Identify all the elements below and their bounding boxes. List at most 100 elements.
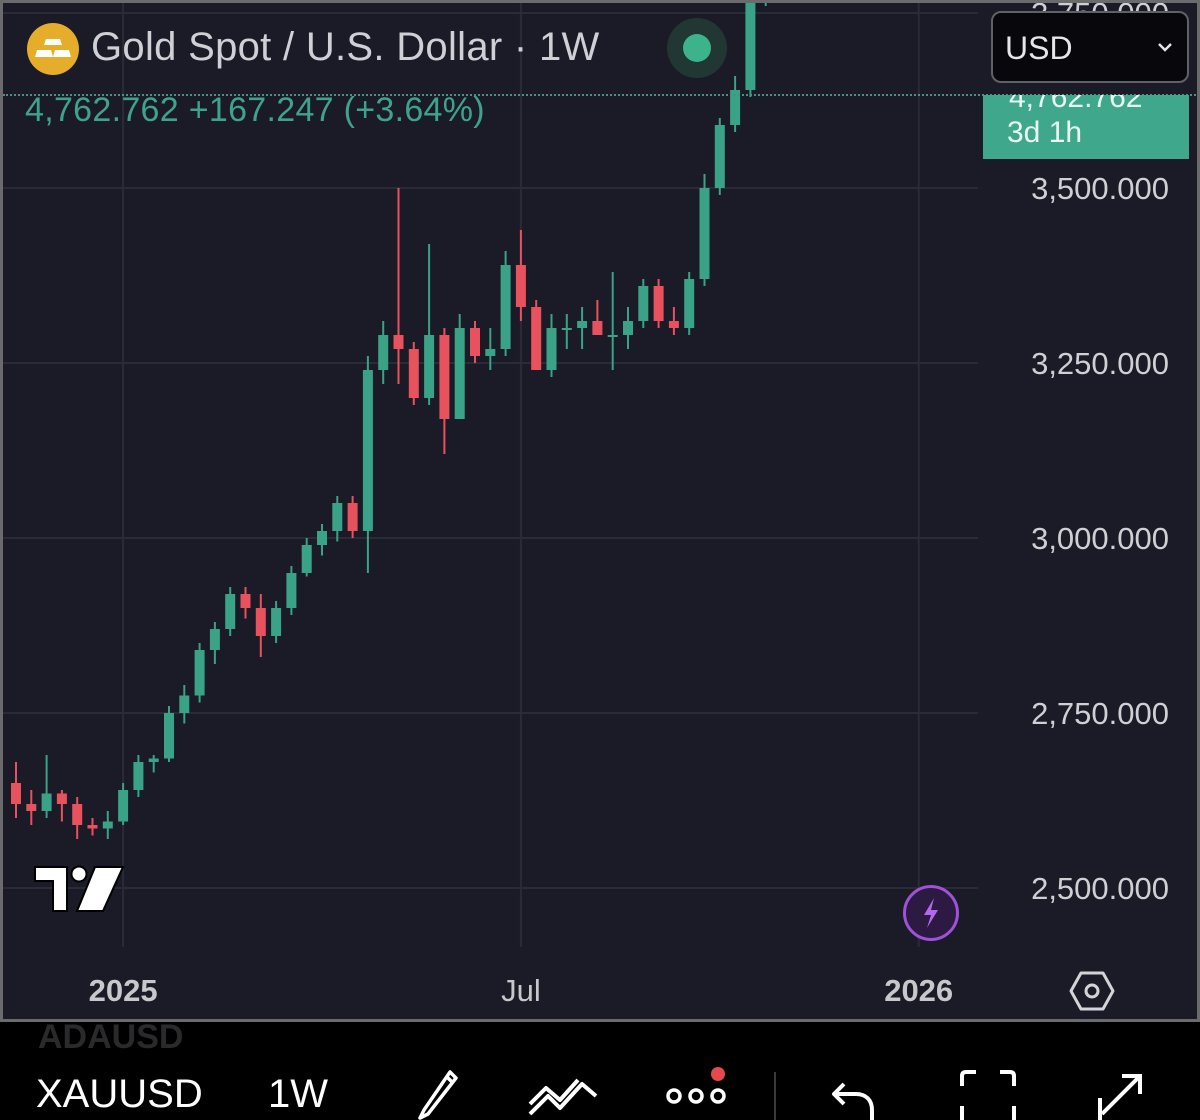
candle xyxy=(26,790,37,825)
candle xyxy=(592,300,603,335)
candle xyxy=(87,818,98,836)
candle xyxy=(730,76,741,132)
candle xyxy=(546,314,557,377)
candle xyxy=(317,524,327,556)
currency-value: USD xyxy=(1005,30,1073,66)
candle xyxy=(454,314,465,419)
x-axis-label: 2025 xyxy=(89,973,158,1008)
candle-body xyxy=(347,503,358,531)
chart-settings-icon[interactable] xyxy=(1069,969,1115,1013)
x-axis-label: Jul xyxy=(501,973,541,1008)
candle-body xyxy=(26,804,37,811)
candle-body xyxy=(714,125,725,188)
candle xyxy=(607,272,618,370)
candle-body xyxy=(87,825,98,829)
candle-body xyxy=(393,335,404,349)
candle xyxy=(271,601,282,643)
candle-body xyxy=(164,713,174,759)
chevron-down-icon xyxy=(1158,43,1172,52)
x-axis-label: 2026 xyxy=(884,973,953,1008)
candle xyxy=(408,342,419,405)
candle-body xyxy=(546,328,557,370)
candle-body xyxy=(133,762,144,790)
candle-body xyxy=(745,3,756,90)
candle xyxy=(286,566,297,615)
chart-panel[interactable]: 2,500.000 2,750.000 3,000.000 3,250.000 3,50… xyxy=(0,0,1200,1022)
candle-body xyxy=(378,335,389,370)
candle-body xyxy=(500,265,511,349)
candle xyxy=(714,118,725,195)
candle-body xyxy=(72,804,83,825)
market-open-dot-icon xyxy=(683,34,711,62)
candle-body xyxy=(515,265,526,307)
last-price-label: 4,762.762 3d 1h xyxy=(983,95,1189,159)
candle xyxy=(561,314,572,349)
last-price-value: 4,762.762 xyxy=(1009,95,1143,114)
candle-body xyxy=(592,321,603,335)
candle-body xyxy=(470,328,480,356)
candle-body xyxy=(531,307,542,370)
candle xyxy=(118,783,129,825)
candle-body xyxy=(194,650,205,696)
candle-body xyxy=(148,758,159,762)
candle xyxy=(485,328,496,370)
bar-close-countdown: 3d 1h xyxy=(1007,116,1083,149)
symbol-title[interactable]: Gold Spot / U.S. Dollar · 1W xyxy=(91,25,600,69)
candle xyxy=(255,594,266,657)
candle xyxy=(684,272,695,335)
lightning-bolt-button[interactable] xyxy=(903,885,959,941)
currency-select[interactable]: USD xyxy=(991,11,1189,83)
candle xyxy=(72,797,83,839)
candle-body xyxy=(561,328,572,330)
candle xyxy=(179,685,190,724)
y-axis-label: 2,500.000 xyxy=(1031,871,1169,906)
candle-body xyxy=(41,793,52,811)
candle-body xyxy=(638,286,649,321)
market-status-indicator[interactable] xyxy=(667,18,727,78)
candle xyxy=(439,328,450,454)
y-axis-label: 3,500.000 xyxy=(1031,171,1169,206)
expand-icon[interactable] xyxy=(1096,1072,1146,1120)
candle-body xyxy=(730,90,741,125)
candle xyxy=(164,706,174,762)
interval-button[interactable]: 1W xyxy=(268,1072,328,1116)
more-icon[interactable] xyxy=(664,1064,734,1120)
candle xyxy=(209,622,220,664)
candle-body xyxy=(271,608,282,636)
candle-body xyxy=(408,349,419,398)
candle xyxy=(301,538,312,577)
tradingview-logo xyxy=(34,865,125,912)
candle xyxy=(194,643,205,703)
lightning-bolt-icon xyxy=(924,898,938,928)
y-axis-label: 3,000.000 xyxy=(1031,521,1169,556)
candle-body xyxy=(179,695,190,713)
symbol-button[interactable]: XAUUSD xyxy=(36,1072,203,1116)
pencil-icon[interactable] xyxy=(410,1064,464,1120)
previous-symbol: ADAUSD xyxy=(38,1018,184,1056)
candle-body xyxy=(225,594,236,629)
candle xyxy=(699,174,710,286)
candle xyxy=(515,230,526,321)
candle-body xyxy=(301,545,312,573)
indicators-icon[interactable] xyxy=(526,1074,598,1120)
candle xyxy=(225,587,236,636)
candle xyxy=(41,755,52,818)
candle-body xyxy=(332,503,343,531)
candle xyxy=(531,300,542,370)
candle xyxy=(347,496,358,538)
candle-body xyxy=(286,573,297,608)
undo-icon[interactable] xyxy=(830,1078,876,1120)
candle-body xyxy=(240,594,251,608)
candle xyxy=(332,496,343,542)
candle xyxy=(362,356,373,573)
candle xyxy=(623,307,633,349)
price-readout: 4,762.762 +167.247 (+3.64%) xyxy=(25,91,485,129)
candle xyxy=(745,3,756,97)
candle-body xyxy=(454,328,465,419)
candle xyxy=(393,188,404,384)
candle-body xyxy=(439,335,450,419)
fullscreen-icon[interactable] xyxy=(958,1068,1018,1120)
candle xyxy=(653,279,664,328)
candle-body xyxy=(317,531,327,545)
